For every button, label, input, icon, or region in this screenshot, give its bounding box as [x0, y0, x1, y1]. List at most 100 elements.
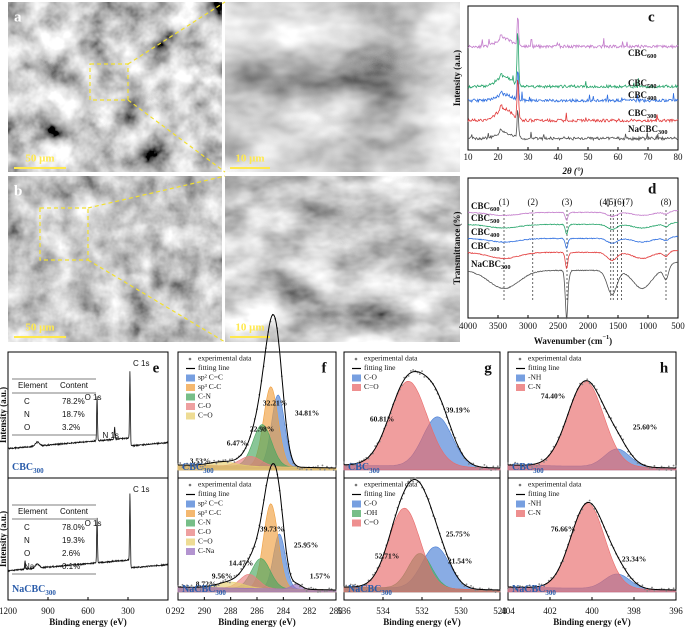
legend-point [354, 357, 358, 361]
experimental-point [372, 573, 374, 576]
legend-label: experimental data [528, 480, 582, 489]
sample-name: NaCBC [628, 124, 658, 134]
experimental-point [233, 575, 236, 577]
experimental-point [222, 459, 225, 462]
x-tick-label: 4000 [459, 321, 478, 331]
panel-label: g [484, 360, 492, 376]
experimental-point [586, 378, 589, 381]
experimental-point [531, 466, 533, 468]
fitting-line [508, 380, 676, 469]
peak-label: (5) [606, 197, 617, 207]
peak-label: C 1s [133, 359, 149, 368]
scale-label: 50 μm [25, 322, 54, 334]
sample-name: CBC [12, 462, 33, 473]
legend-label: -OH [364, 508, 378, 517]
legend-label: experimental data [528, 354, 582, 363]
legend-point [518, 357, 522, 361]
experimental-point [545, 459, 548, 461]
x-tick-label: 300 [121, 606, 135, 616]
component-percent: 6.47% [227, 439, 248, 448]
experimental-point [653, 464, 656, 467]
peak-label: (6) [614, 197, 625, 207]
experimental-point [195, 465, 197, 468]
legend-label: fitting line [528, 489, 560, 498]
sample-name: NaCBC [471, 259, 501, 269]
legend-label: experimental data [198, 354, 252, 363]
legend-label: C=O [364, 518, 379, 527]
sample-sub: 400 [647, 95, 656, 102]
sample-name: CBC [471, 241, 490, 251]
sample-name: NaCBC [512, 584, 545, 595]
experimental-point [335, 465, 337, 468]
experimental-point [349, 583, 352, 586]
experimental-point [407, 375, 410, 377]
experimental-point [294, 583, 297, 585]
legend-label: C=O [198, 411, 213, 420]
sem-texture [8, 176, 222, 342]
legend-label: C-N [528, 508, 542, 517]
component-percent: 21.54% [448, 557, 472, 566]
experimental-point [310, 586, 313, 589]
experimental-point [514, 461, 517, 464]
experimental-point [588, 499, 591, 502]
x-tick-label: 528 [493, 606, 507, 616]
sample-label: CBC300 [348, 462, 380, 474]
experimental-point [519, 585, 521, 588]
component-percent: 14.47% [229, 559, 253, 568]
x-tick-label: 286 [250, 606, 264, 616]
legend-label: fitting line [528, 363, 560, 372]
trace-label: CBC600 [628, 48, 656, 60]
table-cell: 0.1% [62, 562, 80, 571]
legend-label: C-N [528, 382, 542, 391]
ftir-trace [468, 209, 679, 222]
panel-label: d [648, 181, 657, 197]
experimental-point [412, 369, 414, 371]
legend-label: C=O [198, 537, 213, 546]
x-tick-label: 398 [627, 606, 641, 616]
experimental-point [326, 465, 328, 468]
x-tick-label: 500 [671, 321, 685, 331]
legend-label: fitting line [198, 363, 230, 372]
x-tick-label: 292 [171, 606, 185, 616]
experimental-point [226, 461, 229, 464]
x-tick-label: 400 [585, 606, 599, 616]
experimental-point [240, 568, 243, 570]
legend-swatch [186, 510, 195, 517]
legend-swatch [186, 374, 195, 382]
table-cell: N [24, 536, 30, 545]
trace-label: CBC300 [471, 241, 499, 253]
experimental-point [217, 459, 220, 462]
legend-swatch [186, 529, 195, 536]
experimental-point [305, 590, 308, 592]
sample-sub: 300 [33, 467, 44, 475]
trace-label: CBC400 [628, 90, 656, 102]
experimental-point [535, 588, 538, 590]
experimental-point [588, 382, 591, 385]
experimental-point [627, 450, 629, 453]
sample-name: CBC [471, 213, 490, 223]
experimental-point [183, 465, 186, 468]
experimental-point [188, 588, 191, 591]
y-axis-label: Transmittance (%) [452, 211, 462, 284]
table-cell: N [24, 410, 30, 419]
legend-swatch [352, 519, 361, 527]
x-tick-label: 0 [166, 606, 171, 616]
experimental-point [665, 469, 668, 471]
experimental-point [222, 580, 225, 583]
xrd-trace [467, 110, 679, 142]
peak-label: C 1s [133, 485, 149, 494]
x-tick-label: 284 [277, 606, 291, 616]
experimental-point [655, 467, 658, 470]
experimental-point [492, 465, 495, 468]
legend-swatch [516, 510, 525, 517]
table-cell: O [24, 423, 30, 432]
experimental-point [301, 467, 304, 470]
table-cell: C [24, 523, 30, 532]
legend-label: sp² C=C [198, 499, 223, 508]
legend-point [518, 483, 522, 487]
x-tick-label: 20 [494, 152, 504, 162]
x-tick-label: 3500 [489, 321, 508, 331]
experimental-point [181, 466, 184, 469]
experimental-point [581, 383, 584, 386]
table-cell: 3.2% [62, 423, 80, 432]
